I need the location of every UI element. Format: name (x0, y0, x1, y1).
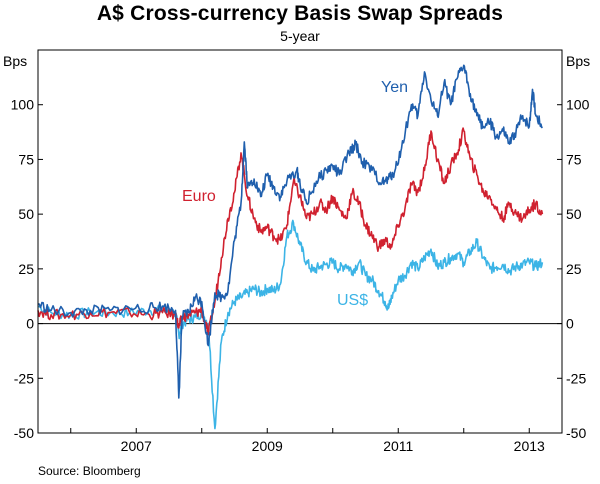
series-label-euro: Euro (182, 188, 216, 205)
y-tick-label-left: 100 (11, 97, 35, 113)
y-tick-label-left: -25 (14, 370, 34, 386)
x-tick-label: 2013 (514, 438, 545, 454)
y-tick-label-left: 50 (18, 206, 34, 222)
x-tick-label: 2007 (121, 438, 152, 454)
chart-title: A$ Cross-currency Basis Swap Spreads (96, 2, 504, 25)
plot-frame (37, 49, 563, 434)
x-tick-label: 2009 (252, 438, 283, 454)
y-tick-label-right: 50 (566, 206, 582, 222)
series-line-usd (37, 219, 544, 430)
series-label-usd: US$ (337, 292, 368, 309)
chart-subtitle: 5-year (280, 28, 320, 44)
y-tick-label-right: 100 (566, 97, 590, 113)
y-tick-label-right: 75 (566, 151, 582, 167)
y-tick-label-left: 75 (18, 151, 34, 167)
y-tick-label-left: 25 (18, 261, 34, 277)
source-note: Source: Bloomberg (38, 464, 141, 478)
x-tick-label: 2011 (383, 438, 413, 454)
y-tick-label-right: 25 (566, 261, 582, 277)
series-line-yen (37, 64, 544, 399)
y-unit-left: Bps (3, 53, 27, 69)
y-tick-label-right: -25 (566, 370, 586, 386)
y-unit-right: Bps (566, 53, 590, 69)
y-tick-label-right: 0 (566, 316, 574, 332)
series-label-yen: Yen (381, 79, 408, 96)
y-tick-label-right: -50 (566, 425, 586, 441)
y-tick-label-left: 0 (26, 316, 34, 332)
y-tick-label-left: -50 (14, 425, 34, 441)
